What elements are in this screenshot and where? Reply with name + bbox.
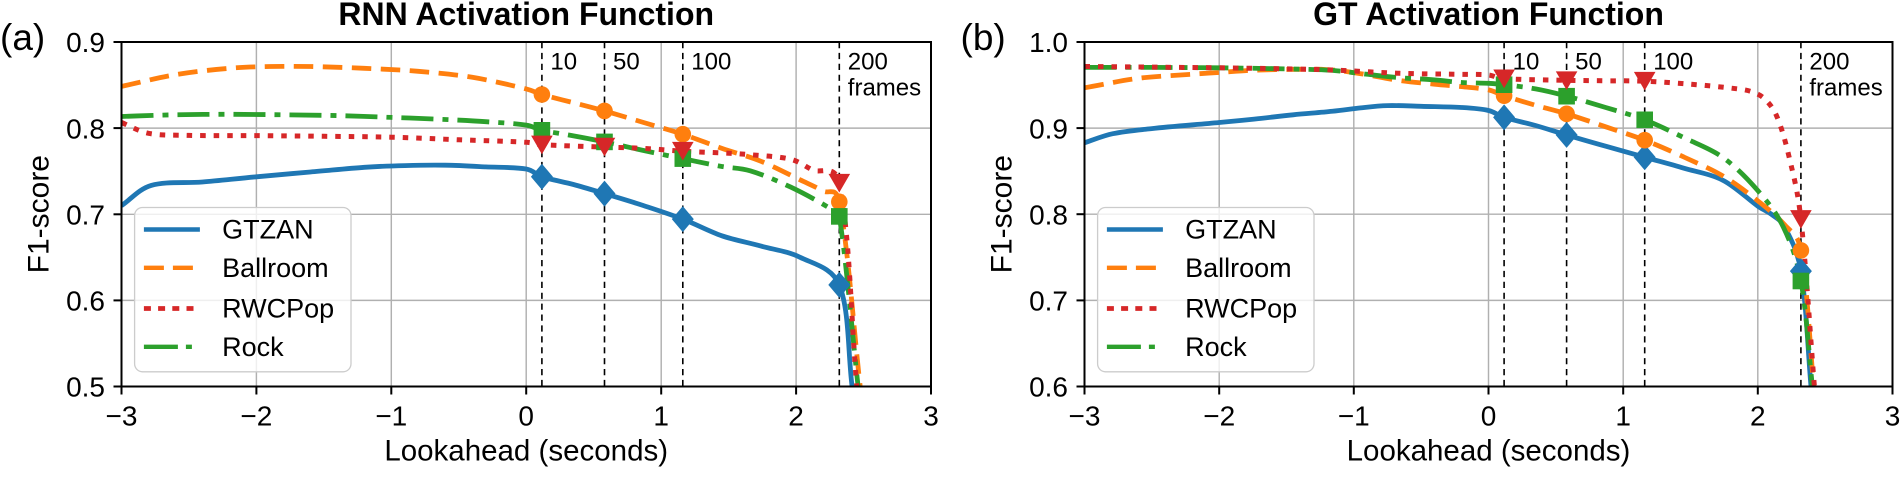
svg-text:0.6: 0.6 [66,286,105,317]
svg-text:0.8: 0.8 [1029,199,1068,230]
svg-text:F1-score: F1-score [986,155,1019,273]
svg-text:100: 100 [1653,49,1693,76]
svg-text:Ballroom: Ballroom [1185,253,1292,283]
svg-text:3: 3 [1885,401,1900,432]
svg-text:10: 10 [1513,49,1540,76]
svg-text:−1: −1 [375,401,407,432]
svg-text:0.7: 0.7 [1029,286,1068,317]
svg-text:0: 0 [518,401,534,432]
svg-text:100: 100 [691,49,731,76]
svg-text:−3: −3 [106,401,138,432]
svg-text:F1-score: F1-score [23,155,56,273]
svg-text:−2: −2 [240,401,272,432]
svg-text:Lookahead (seconds): Lookahead (seconds) [1347,435,1631,468]
svg-text:0: 0 [1481,401,1497,432]
svg-text:(b): (b) [961,17,1006,58]
svg-text:1.0: 1.0 [1029,27,1068,58]
svg-text:RWCPop: RWCPop [222,294,334,324]
svg-text:200: 200 [848,49,888,76]
svg-text:1: 1 [1615,401,1631,432]
svg-text:GTZAN: GTZAN [222,215,314,245]
svg-text:Rock: Rock [222,332,284,362]
svg-text:−1: −1 [1338,401,1370,432]
svg-text:0.6: 0.6 [1029,372,1068,403]
svg-text:1: 1 [653,401,669,432]
svg-text:−2: −2 [1203,401,1235,432]
svg-text:Ballroom: Ballroom [222,253,329,283]
svg-text:2: 2 [788,401,804,432]
svg-text:50: 50 [613,49,640,76]
svg-text:GT Activation Function: GT Activation Function [1313,0,1664,32]
svg-text:GTZAN: GTZAN [1185,215,1277,245]
svg-text:0.9: 0.9 [1029,113,1068,144]
svg-text:−3: −3 [1069,401,1101,432]
svg-text:(a): (a) [0,17,45,58]
svg-text:frames: frames [1809,75,1882,102]
svg-text:0.8: 0.8 [66,113,105,144]
svg-text:2: 2 [1750,401,1766,432]
svg-text:RWCPop: RWCPop [1185,294,1297,324]
svg-text:200: 200 [1809,49,1849,76]
svg-text:50: 50 [1575,49,1602,76]
svg-text:0.7: 0.7 [66,200,105,231]
svg-text:Rock: Rock [1185,332,1247,362]
svg-text:10: 10 [550,49,577,76]
svg-text:frames: frames [848,75,921,102]
svg-text:Lookahead (seconds): Lookahead (seconds) [384,435,668,468]
svg-text:0.9: 0.9 [66,27,105,58]
svg-text:RNN Activation Function: RNN Activation Function [338,0,714,32]
svg-text:3: 3 [923,401,939,432]
svg-text:0.5: 0.5 [66,372,105,403]
